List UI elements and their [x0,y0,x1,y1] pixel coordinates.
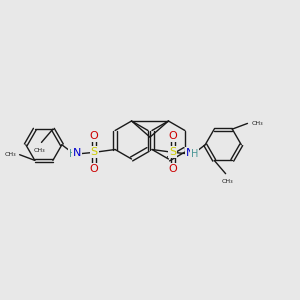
Text: H: H [191,149,199,159]
Text: S: S [91,147,98,157]
Text: CH₃: CH₃ [34,148,45,152]
Text: CH₃: CH₃ [251,121,263,126]
Text: H: H [69,149,76,159]
Text: N: N [73,148,81,158]
Text: S: S [169,147,176,157]
Text: CH₃: CH₃ [4,152,16,157]
Text: O: O [90,131,99,141]
Text: O: O [169,131,177,141]
Text: CH₃: CH₃ [222,179,233,184]
Text: O: O [169,164,177,173]
Text: O: O [90,164,99,173]
Text: N: N [186,148,194,158]
